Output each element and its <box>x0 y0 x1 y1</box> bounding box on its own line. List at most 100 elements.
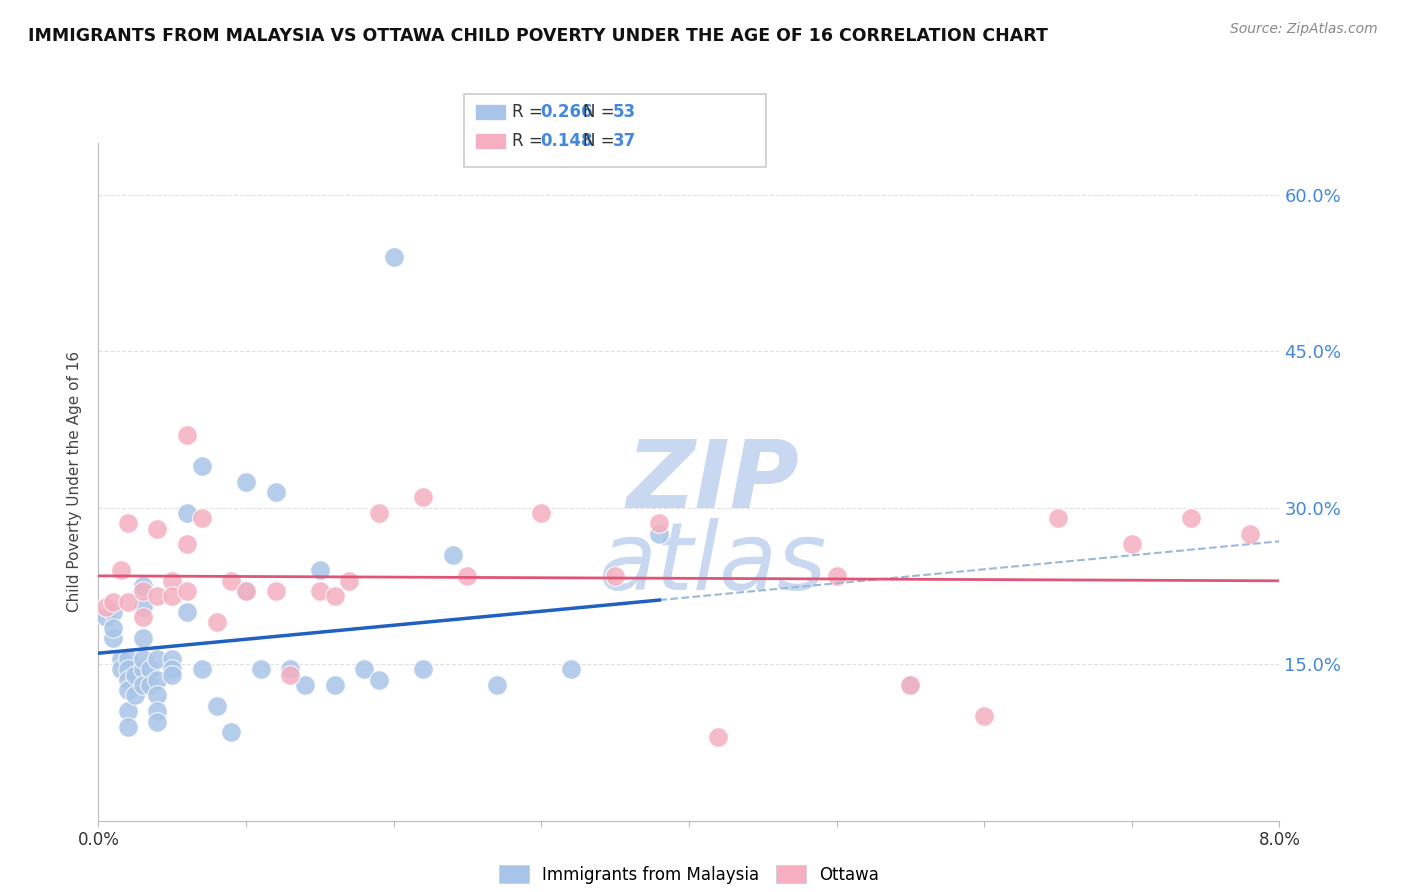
Point <box>205 698 228 713</box>
Point <box>191 662 214 676</box>
Point <box>412 491 434 505</box>
Point <box>707 730 730 744</box>
Point <box>176 605 198 619</box>
Point <box>132 579 155 593</box>
Point <box>308 563 332 577</box>
Point <box>235 584 257 599</box>
Point <box>103 605 125 619</box>
Point <box>162 590 183 604</box>
Point <box>117 683 139 698</box>
Point <box>382 251 405 265</box>
Point <box>162 574 183 588</box>
Text: atlas: atlas <box>599 517 827 608</box>
Point <box>825 568 848 582</box>
Point <box>94 610 117 624</box>
Text: R =: R = <box>512 132 548 150</box>
Text: 37: 37 <box>613 132 637 150</box>
Point <box>1239 526 1261 541</box>
Point <box>219 725 242 739</box>
Text: Source: ZipAtlas.com: Source: ZipAtlas.com <box>1230 22 1378 37</box>
Point <box>110 652 132 666</box>
Point <box>1121 537 1143 551</box>
Point <box>132 584 155 599</box>
Point <box>117 594 139 608</box>
Text: N =: N = <box>583 103 620 121</box>
Point <box>278 667 302 681</box>
Point <box>103 594 125 608</box>
Point <box>139 678 162 692</box>
Point <box>117 704 139 718</box>
Point <box>353 662 375 676</box>
Point <box>264 485 287 500</box>
Point <box>294 678 316 692</box>
Point <box>412 662 434 676</box>
Point <box>264 584 287 599</box>
Point <box>146 689 169 703</box>
Point <box>337 574 360 588</box>
Point <box>103 631 125 645</box>
Point <box>235 584 257 599</box>
Point <box>110 662 132 676</box>
Point <box>605 568 627 582</box>
Point <box>250 662 273 676</box>
Point <box>139 662 162 676</box>
Point <box>278 662 302 676</box>
Point <box>132 599 155 614</box>
Point <box>146 590 169 604</box>
Point <box>132 662 155 676</box>
Text: ZIP: ZIP <box>626 435 799 528</box>
Point <box>900 678 922 692</box>
Point <box>456 568 478 582</box>
Point <box>162 652 183 666</box>
Text: 0.148: 0.148 <box>540 132 592 150</box>
Point <box>308 584 332 599</box>
Point <box>103 621 125 635</box>
Point <box>146 522 169 536</box>
Point <box>485 678 508 692</box>
Point <box>219 574 242 588</box>
Text: 0.266: 0.266 <box>540 103 592 121</box>
Point <box>124 689 146 703</box>
Point <box>367 506 389 520</box>
Point <box>132 631 155 645</box>
Y-axis label: Child Poverty Under the Age of 16: Child Poverty Under the Age of 16 <box>67 351 83 612</box>
Text: IMMIGRANTS FROM MALAYSIA VS OTTAWA CHILD POVERTY UNDER THE AGE OF 16 CORRELATION: IMMIGRANTS FROM MALAYSIA VS OTTAWA CHILD… <box>28 27 1047 45</box>
Point <box>94 599 117 614</box>
Point <box>441 548 464 562</box>
Point <box>117 720 139 734</box>
Point <box>146 652 169 666</box>
Point <box>973 709 995 723</box>
Point <box>117 516 139 531</box>
Point <box>162 667 183 681</box>
Point <box>235 475 257 489</box>
Point <box>117 652 139 666</box>
Point <box>560 662 582 676</box>
Point <box>530 506 553 520</box>
Point <box>1046 511 1069 525</box>
Point <box>1180 511 1202 525</box>
Point <box>132 610 155 624</box>
Point <box>323 678 346 692</box>
Text: R =: R = <box>512 103 548 121</box>
Point <box>323 590 346 604</box>
Point <box>146 714 169 729</box>
Point <box>132 678 155 692</box>
Point <box>176 584 198 599</box>
Point <box>176 427 198 442</box>
Point <box>367 673 389 687</box>
Point <box>648 516 671 531</box>
Point <box>191 511 214 525</box>
Text: 53: 53 <box>613 103 636 121</box>
Point <box>176 506 198 520</box>
Point <box>110 563 132 577</box>
Text: N =: N = <box>583 132 620 150</box>
Point <box>191 458 214 473</box>
Point <box>146 673 169 687</box>
Point <box>117 662 139 676</box>
Point <box>117 673 139 687</box>
Point <box>205 615 228 630</box>
Point <box>176 537 198 551</box>
Point <box>900 678 922 692</box>
Point <box>648 526 671 541</box>
Legend: Immigrants from Malaysia, Ottawa: Immigrants from Malaysia, Ottawa <box>492 859 886 890</box>
